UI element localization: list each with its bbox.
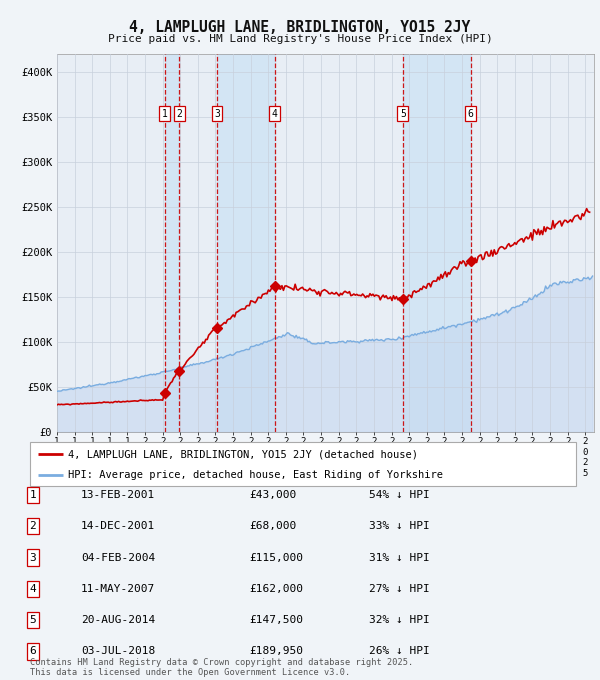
Text: Price paid vs. HM Land Registry's House Price Index (HPI): Price paid vs. HM Land Registry's House …: [107, 34, 493, 44]
Text: £43,000: £43,000: [249, 490, 296, 500]
Bar: [165, 54, 179, 432]
Text: 04-FEB-2004: 04-FEB-2004: [81, 553, 155, 562]
Text: 5: 5: [29, 615, 37, 625]
Text: Contains HM Land Registry data © Crown copyright and database right 2025.
This d: Contains HM Land Registry data © Crown c…: [30, 658, 413, 677]
Text: £68,000: £68,000: [249, 522, 296, 531]
Text: £162,000: £162,000: [249, 584, 303, 594]
Text: 2: 2: [29, 522, 37, 531]
Text: HPI: Average price, detached house, East Riding of Yorkshire: HPI: Average price, detached house, East…: [68, 470, 443, 480]
Text: 27% ↓ HPI: 27% ↓ HPI: [369, 584, 430, 594]
Bar: [403, 54, 471, 432]
Text: 4, LAMPLUGH LANE, BRIDLINGTON, YO15 2JY: 4, LAMPLUGH LANE, BRIDLINGTON, YO15 2JY: [130, 20, 470, 35]
Text: 11-MAY-2007: 11-MAY-2007: [81, 584, 155, 594]
Text: £115,000: £115,000: [249, 553, 303, 562]
Text: 4: 4: [272, 109, 278, 119]
Text: 13-FEB-2001: 13-FEB-2001: [81, 490, 155, 500]
Text: 3: 3: [214, 109, 220, 119]
Text: 6: 6: [468, 109, 473, 119]
Text: 2: 2: [176, 109, 182, 119]
Text: 5: 5: [400, 109, 406, 119]
Text: 32% ↓ HPI: 32% ↓ HPI: [369, 615, 430, 625]
Text: £147,500: £147,500: [249, 615, 303, 625]
Text: 26% ↓ HPI: 26% ↓ HPI: [369, 647, 430, 656]
Text: 6: 6: [29, 647, 37, 656]
Text: 4: 4: [29, 584, 37, 594]
FancyBboxPatch shape: [30, 442, 576, 486]
Text: 31% ↓ HPI: 31% ↓ HPI: [369, 553, 430, 562]
Text: 3: 3: [29, 553, 37, 562]
Text: 03-JUL-2018: 03-JUL-2018: [81, 647, 155, 656]
Text: 20-AUG-2014: 20-AUG-2014: [81, 615, 155, 625]
Text: 54% ↓ HPI: 54% ↓ HPI: [369, 490, 430, 500]
Text: 1: 1: [29, 490, 37, 500]
Text: £189,950: £189,950: [249, 647, 303, 656]
Text: 1: 1: [162, 109, 167, 119]
Text: 14-DEC-2001: 14-DEC-2001: [81, 522, 155, 531]
Text: 33% ↓ HPI: 33% ↓ HPI: [369, 522, 430, 531]
Bar: [217, 54, 275, 432]
Text: 4, LAMPLUGH LANE, BRIDLINGTON, YO15 2JY (detached house): 4, LAMPLUGH LANE, BRIDLINGTON, YO15 2JY …: [68, 449, 418, 460]
